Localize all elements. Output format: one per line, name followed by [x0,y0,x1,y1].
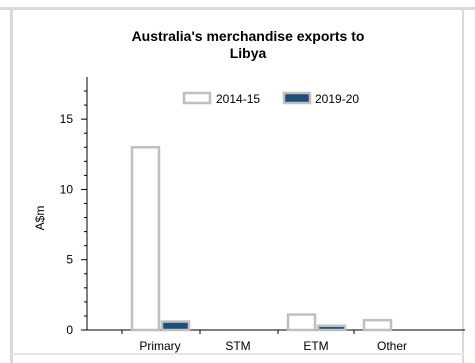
frame-top-border [0,7,475,10]
bars [130,146,393,332]
bar-2019-20-ETM [316,324,347,332]
frame-left-border [10,7,13,363]
legend-swatch [182,91,212,105]
legend-swatch [282,91,312,105]
legend-label: 2019-20 [315,92,359,106]
y-tick-label: 15 [60,112,74,126]
chart-title-line2: Libya [230,45,267,61]
x-tick-label: Primary [139,339,180,353]
chart-title-line1: Australia's merchandise exports to [132,28,365,44]
x-tick-label: ETM [303,339,328,353]
legend: 2014-15 2019-20 [182,91,359,106]
bar-2014-15-Other [362,318,393,332]
frame-bottom-border [10,353,464,355]
bar-2014-15-Primary [130,146,161,332]
x-tick-label: STM [225,339,250,353]
axes: 0 5 10 15 Primary STM ETM Other [60,77,465,353]
y-axis-label: A$m [33,206,47,231]
frame-right-border [462,7,464,363]
x-tick-label: Other [377,339,407,353]
y-tick-label: 0 [66,323,73,337]
y-tick-label: 5 [66,253,73,267]
legend-label: 2014-15 [216,92,260,106]
bar-2014-15-ETM [286,313,317,332]
bar-2019-20-Primary [160,320,191,332]
y-tick-label: 10 [60,182,74,196]
